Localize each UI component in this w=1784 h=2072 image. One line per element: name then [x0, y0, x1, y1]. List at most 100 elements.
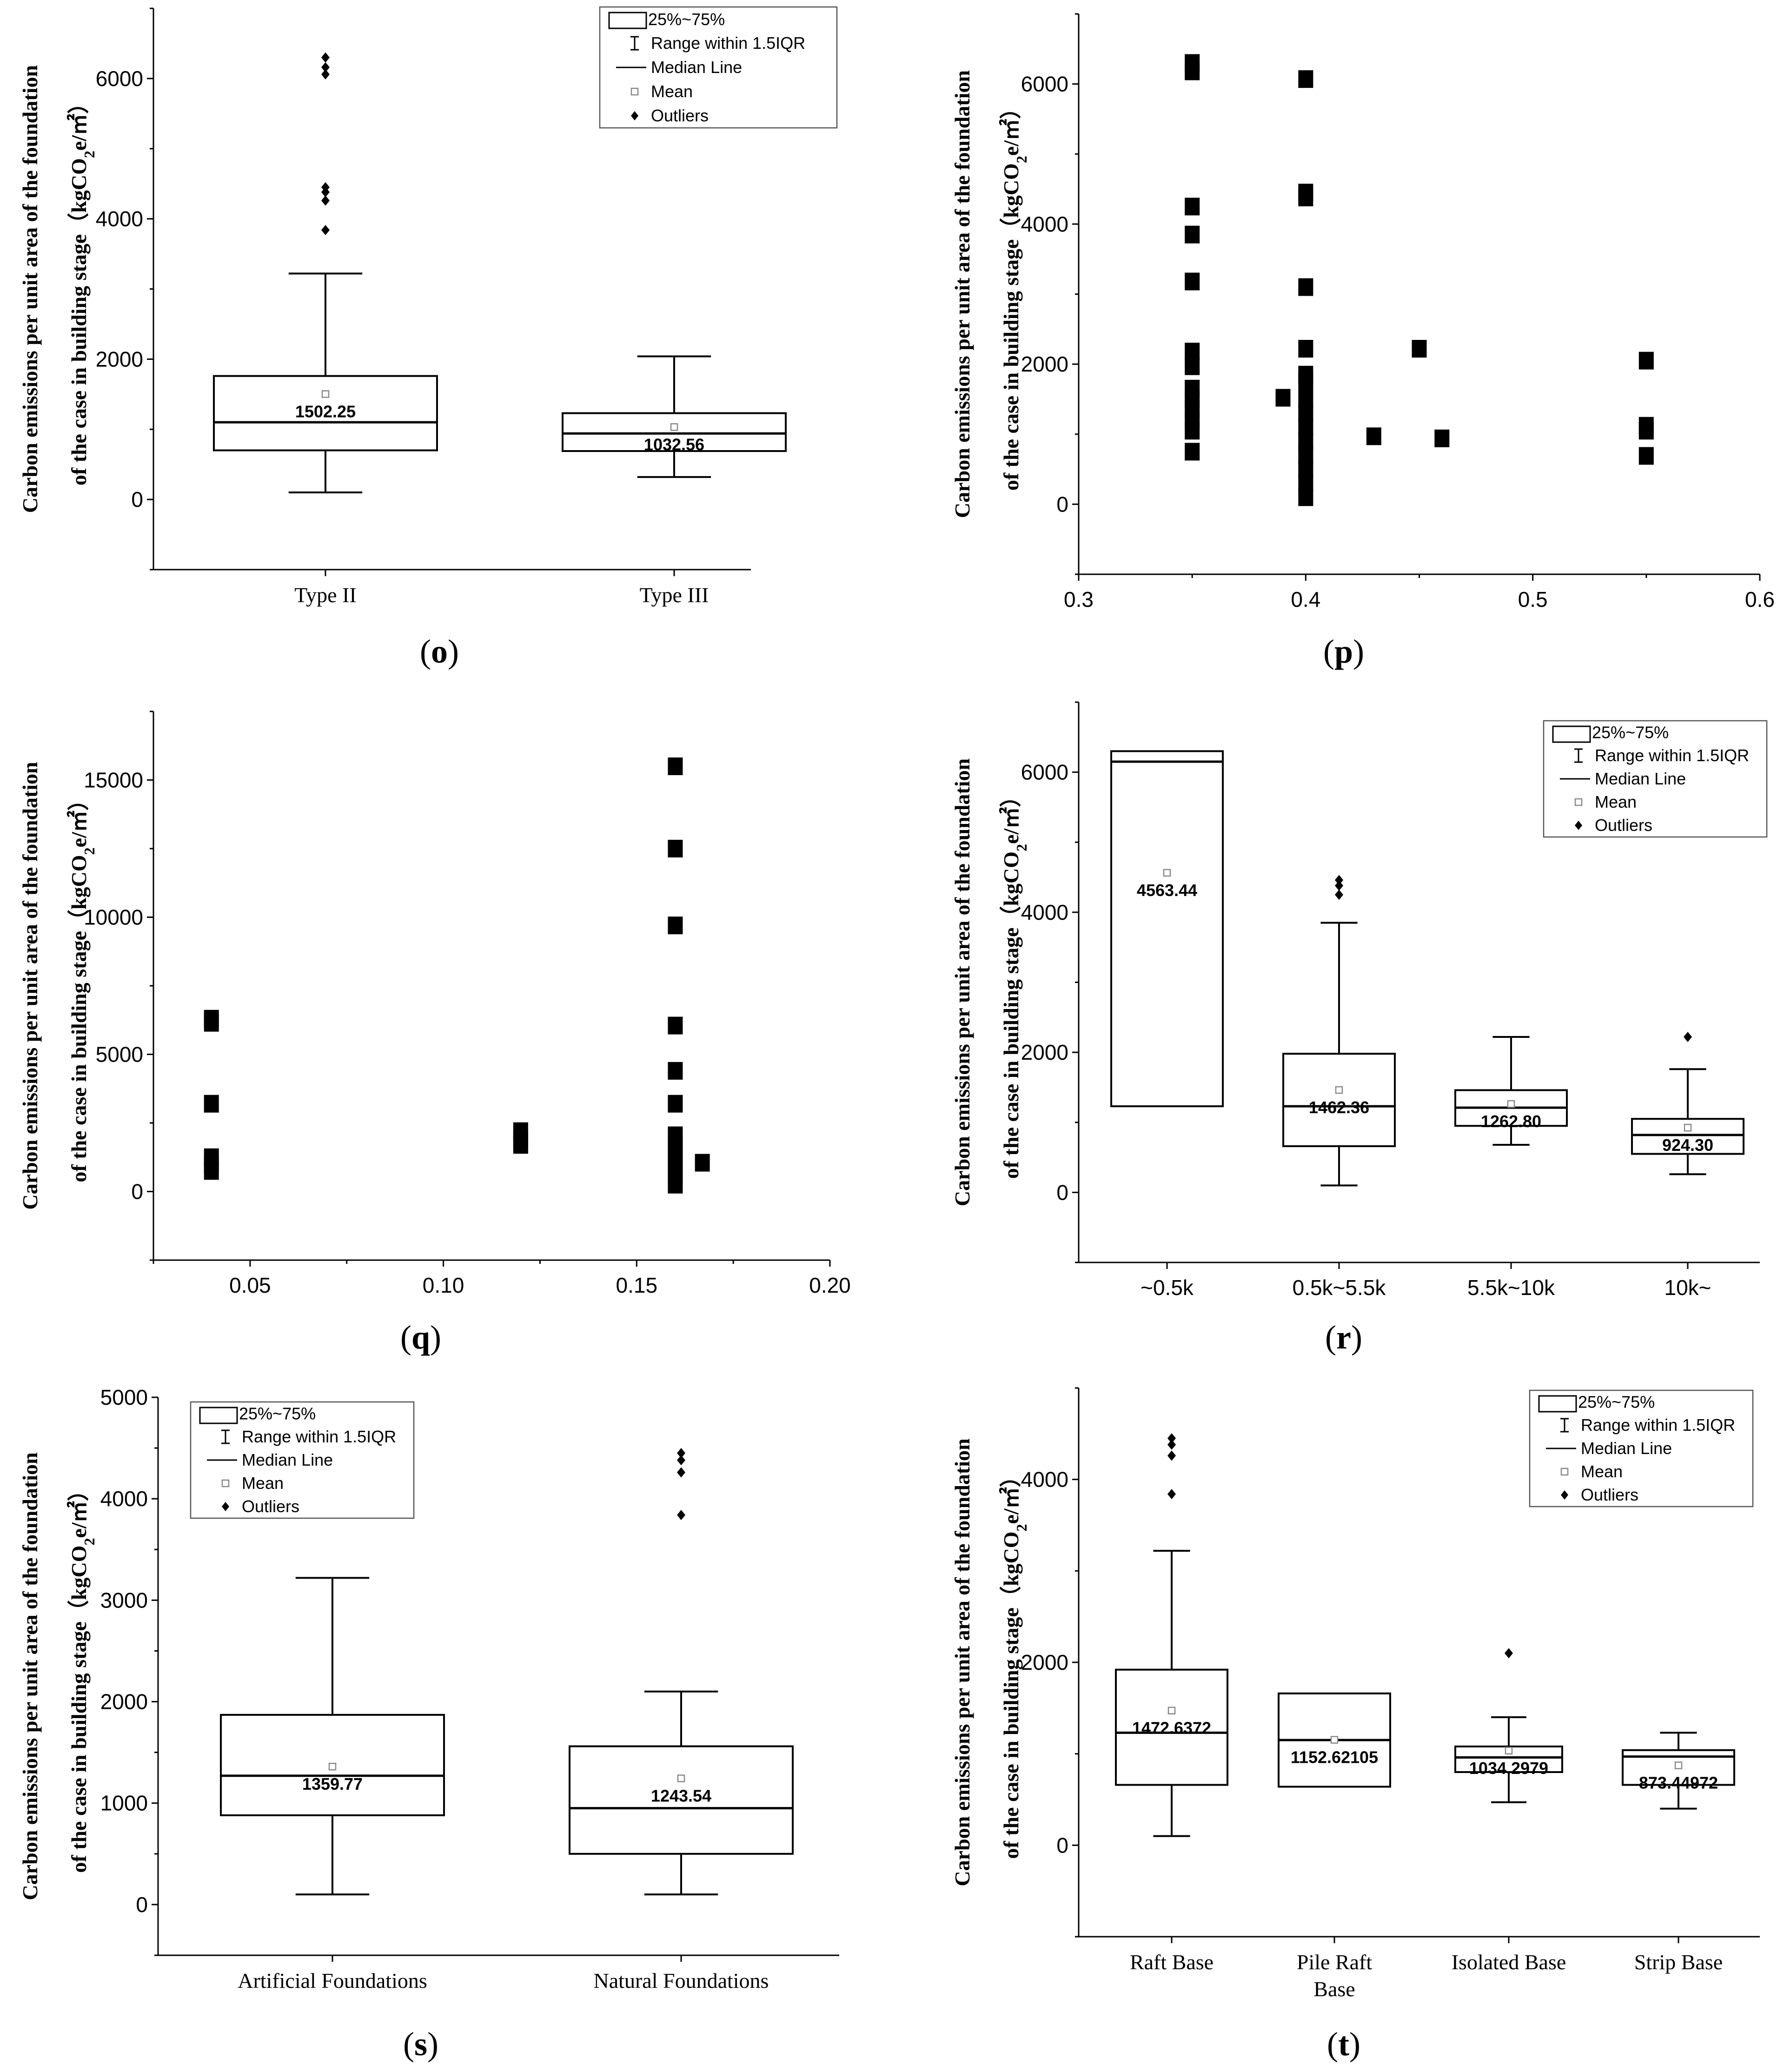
iqr-box: [1282, 1053, 1396, 1147]
iqr-box: [1454, 1745, 1563, 1773]
legend-mean-icon: [1560, 1468, 1569, 1476]
x-tick-label: 0.10: [423, 1273, 464, 1297]
y-tick-label: 4000: [100, 1487, 148, 1511]
mean-marker: [1330, 1736, 1339, 1744]
box-isolated-base: 1034.2979: [1454, 1648, 1563, 1803]
legend: 25%~75% Range within 1.5IQR Median Line Mea…: [1529, 1389, 1754, 1508]
scatter-point: [668, 757, 683, 775]
y-tick-label: 4000: [1021, 900, 1068, 924]
y-tick-label: 2000: [96, 347, 143, 371]
scatter-point: [668, 1016, 683, 1035]
y-axis-label-line2: of the case in building stage（kgCO2e/㎡）: [999, 786, 1030, 1179]
legend-median-label: Median Line: [242, 1450, 333, 1469]
y-tick-label: 0: [1056, 1180, 1068, 1204]
legend-outlier-icon: [222, 1502, 229, 1511]
legend-mean-label: Mean: [1581, 1462, 1623, 1481]
panel-t: 0 2000 4000 Raft Base Pile Raft Base Isolated …: [950, 1387, 1760, 2063]
mean-value-label: 1502.25: [295, 402, 356, 421]
y-tick-label: 0: [136, 1893, 148, 1917]
y-tick-label: 5000: [96, 1043, 143, 1067]
mean-marker: [321, 390, 330, 398]
panel-label-p: (p): [1323, 633, 1364, 670]
x-tick-label: Type II: [294, 583, 356, 607]
x-tick-label: Artificial Foundations: [238, 1969, 427, 1992]
legend-box-label: 25%~75%: [648, 10, 725, 29]
scatter-point: [1275, 389, 1291, 407]
legend-outliers-label: Outliers: [651, 106, 709, 125]
y-tick-label: 0: [1056, 1833, 1068, 1857]
legend-range-label: Range within 1.5IQR: [242, 1427, 396, 1446]
box-~0.5k: 4563.44: [1110, 750, 1224, 1108]
legend: 25%~75% Range within 1.5IQR Median Line Mea…: [190, 1401, 415, 1519]
panel-label-t: (t): [1327, 2026, 1360, 2063]
iqr-box: [569, 1745, 794, 1855]
y-tick-label: 0: [1056, 492, 1068, 516]
legend-range-label: Range within 1.5IQR: [1581, 1415, 1735, 1434]
panel-o: 0 2000 4000 6000 Type II Type III 1502.25 1032.…: [18, 6, 838, 670]
outlier-point: [321, 69, 330, 80]
outlier-point: [1505, 1648, 1513, 1659]
legend-outliers-label: Outliers: [1595, 816, 1652, 835]
box-type-iii: 1032.56: [562, 355, 787, 478]
box-raft-base: 1472.6372: [1115, 1433, 1228, 1837]
legend-range-label: Range within 1.5IQR: [1595, 746, 1749, 765]
mean-value-label: 1032.56: [644, 435, 704, 454]
mean-value-label: 1243.54: [651, 1786, 711, 1806]
legend-mean-label: Mean: [651, 82, 693, 101]
outlier-point: [1335, 880, 1343, 891]
panel-label-o: (o): [420, 633, 459, 670]
scatter-point: [204, 1095, 219, 1113]
mean-marker: [1163, 869, 1171, 877]
x-tick-label: Raft Base: [1130, 1950, 1214, 1974]
mean-marker: [677, 1774, 685, 1782]
x-tick-label: 10k~: [1664, 1275, 1711, 1300]
outlier-point: [1167, 1450, 1176, 1461]
y-axis-label-line1: Carbon emissions per unit area of the fo…: [18, 65, 42, 513]
legend-outlier-icon: [1561, 1490, 1568, 1500]
x-tick-label: Isolated Base: [1452, 1950, 1566, 1974]
mean-marker: [1684, 1123, 1692, 1132]
scatter-point: [1638, 447, 1654, 465]
panel-r: 0 2000 4000 6000 ~0.5k 0.5k~5.5k 5.5k~10k 10k~ 4…: [950, 701, 1768, 1356]
legend-box-icon: [1552, 725, 1591, 743]
legend-outliers-label: Outliers: [242, 1497, 299, 1516]
y-axis-label-line1: Carbon emissions per unit area of the fo…: [18, 762, 42, 1209]
mean-marker: [1674, 1761, 1683, 1769]
x-tick-label: 0.5k~5.5k: [1293, 1275, 1386, 1300]
x-tick-label: 0.6: [1745, 587, 1775, 611]
scatter-point: [1638, 422, 1654, 440]
scatter-point: [1185, 198, 1200, 216]
outlier-point: [321, 225, 330, 235]
scatter-point: [668, 1095, 683, 1113]
scatter-point: [204, 1162, 219, 1180]
x-tick-label: Type III: [640, 583, 709, 607]
legend: 25%~75% Range within 1.5IQR Median Line Mea…: [1543, 720, 1768, 838]
scatter-point: [1434, 429, 1450, 447]
y-tick-label: 4000: [1021, 1468, 1068, 1492]
scatter-point: [1185, 422, 1200, 440]
y-tick-label: 6000: [1021, 760, 1068, 784]
iqr-box: [213, 375, 438, 452]
x-tick-label: 0.20: [809, 1273, 851, 1297]
panel-s: 0 1000 2000 3000 4000 5000 Artificial Foundati…: [18, 1385, 839, 2063]
outlier-point: [1684, 1031, 1692, 1042]
y-tick-label: 2000: [1021, 1650, 1068, 1674]
box-pile-raft-base: 1152.62105: [1278, 1692, 1391, 1788]
y-axis-label-line1: Carbon emissions per unit area of the fo…: [950, 70, 974, 518]
mean-marker: [328, 1762, 337, 1771]
y-axis-label-line2: of the case in building stage（kgCO2e/㎡）: [67, 93, 98, 485]
y-axis-label-line2: of the case in building stage（kgCO2e/㎡）: [999, 1466, 1030, 1859]
outlier-point: [1167, 1433, 1176, 1444]
panel-label-r: (r): [1325, 1319, 1362, 1356]
y-axis-label-line2: of the case in building stage（kgCO2e/㎡）: [67, 1480, 98, 1873]
mean-value-label: 4563.44: [1137, 881, 1197, 900]
scatter-point: [1366, 427, 1381, 445]
legend-box-label: 25%~75%: [1578, 1393, 1655, 1412]
legend-mean-label: Mean: [1595, 792, 1637, 811]
scatter-point: [1638, 352, 1654, 370]
legend-box-label: 25%~75%: [239, 1404, 316, 1423]
scatter-point: [668, 916, 683, 935]
y-tick-label: 10000: [84, 905, 143, 930]
legend-mean-label: Mean: [242, 1474, 284, 1493]
scatter-point: [1412, 339, 1427, 358]
